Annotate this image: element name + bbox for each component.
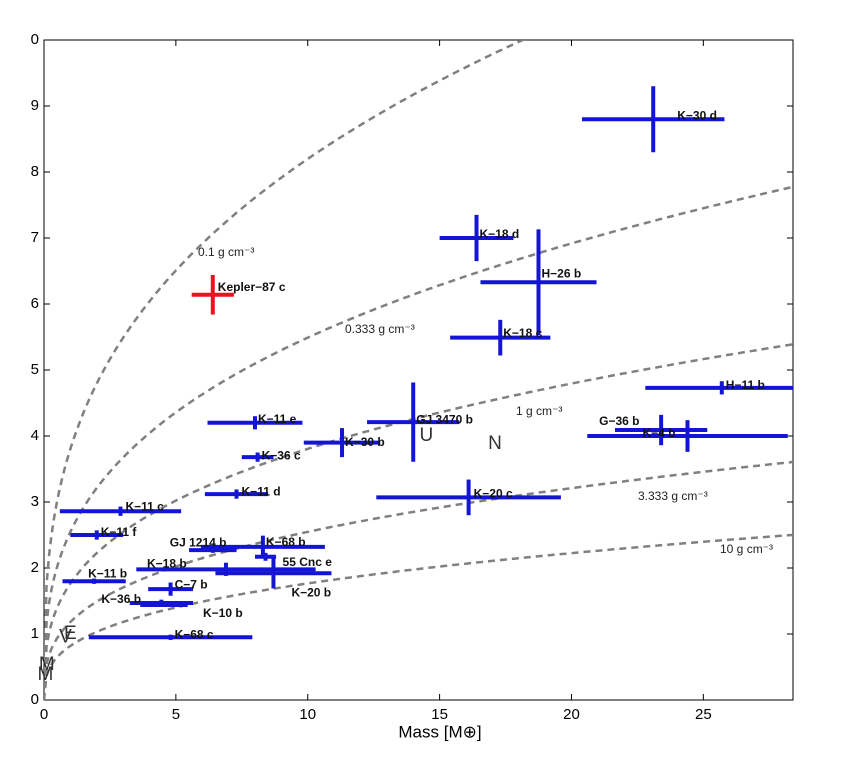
point-label: K−11 b	[88, 566, 127, 580]
density-curve	[44, 185, 793, 700]
planet-letter: U	[420, 425, 434, 446]
y-tick-label: 4	[31, 427, 39, 444]
x-tick-label: 20	[563, 706, 580, 723]
planet-letter: M	[38, 664, 54, 685]
density-label: 0.1 g cm⁻³	[198, 245, 254, 259]
y-tick-label: 3	[31, 493, 39, 510]
density-curve	[44, 343, 793, 700]
point-label: K−18 b	[147, 556, 187, 570]
y-tick-label: 2	[31, 559, 39, 576]
y-tick-label: 6	[31, 295, 39, 312]
point-label: GJ 1214 b	[170, 535, 227, 549]
point-label: Kepler−87 c	[218, 280, 286, 294]
density-label: 10 g cm⁻³	[720, 542, 773, 556]
y-tick-label: 1	[31, 625, 39, 642]
planet-letter: M	[39, 654, 55, 675]
point-label: K−20 b	[291, 585, 331, 599]
y-tick-label: 9	[31, 97, 39, 114]
point-label: K−11 e	[258, 412, 297, 426]
point-label: K−4 b	[643, 426, 676, 440]
planet-letter: N	[488, 433, 502, 454]
point-label: K−11 f	[101, 525, 138, 539]
density-label: 0.333 g cm⁻³	[345, 322, 415, 336]
x-tick-label: 5	[172, 706, 180, 723]
y-tick-label: 0	[31, 691, 39, 708]
planet-letter: V	[59, 626, 72, 647]
density-label: 3.333 g cm⁻³	[638, 489, 708, 503]
point-label: H−11 b	[726, 378, 765, 392]
x-axis-label: Mass [M⊕]	[398, 722, 481, 741]
x-tick-label: 25	[695, 706, 712, 723]
point-label: K−30 d	[677, 108, 717, 122]
point-label: K−11 d	[242, 484, 281, 498]
point-label: K−30 b	[345, 435, 385, 449]
point-label: K−18 d	[480, 227, 520, 241]
point-label: K−10 b	[203, 606, 243, 620]
point-label: K−18 c	[503, 326, 542, 340]
point-label: C−7 b	[175, 577, 208, 591]
x-tick-label: 0	[40, 706, 48, 723]
density-label: 1 g cm⁻³	[516, 404, 562, 418]
point-label: GJ 3470 b	[416, 412, 473, 426]
y-tick-label: 8	[31, 163, 39, 180]
y-tick-label: 0	[31, 31, 39, 48]
point-label: H−26 b	[541, 266, 581, 280]
x-tick-label: 10	[299, 706, 316, 723]
y-tick-label: 7	[31, 229, 39, 246]
x-tick-label: 15	[431, 706, 448, 723]
point-label: K−68 b	[266, 535, 306, 549]
point-label: K−68 c	[175, 627, 214, 641]
point-label: K−36 b	[101, 592, 141, 606]
point-label: K−11 c	[125, 499, 164, 513]
y-tick-label: 5	[31, 361, 39, 378]
plot-content	[44, 40, 793, 700]
point-label: 55 Cnc e	[283, 555, 333, 569]
point-label: K−36 c	[262, 448, 301, 462]
point-label: G−36 b	[599, 414, 639, 428]
point-label: K−20 c	[474, 487, 513, 501]
planet-letter: E	[64, 623, 77, 644]
density-curve	[44, 533, 793, 700]
